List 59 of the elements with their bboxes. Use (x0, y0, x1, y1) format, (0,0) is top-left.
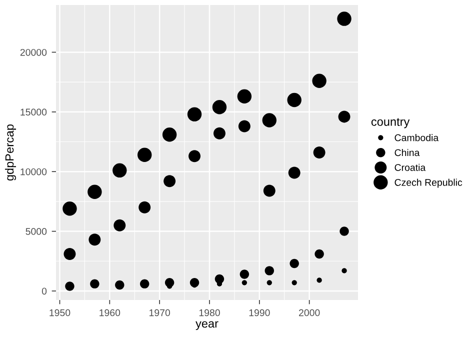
y-tick-label: 20000 (20, 48, 47, 56)
x-tick-label: 1980 (199, 309, 220, 316)
point (263, 184, 276, 197)
point (262, 113, 277, 128)
x-tick-label: 1960 (100, 309, 120, 316)
point (266, 280, 272, 286)
y-tick-label: 15000 (20, 108, 47, 116)
point (288, 166, 300, 179)
point (114, 219, 126, 232)
point (290, 258, 299, 268)
y-axis-title: gdpPercap (4, 124, 16, 181)
legend-label: Czech Republic (394, 178, 462, 188)
point (138, 201, 151, 214)
point (213, 127, 226, 140)
point (115, 280, 124, 290)
point (313, 146, 326, 158)
point (140, 279, 150, 288)
legend-label: Cambodia (394, 134, 439, 142)
point (338, 110, 350, 123)
point (88, 234, 101, 246)
point (190, 278, 200, 288)
point (337, 12, 352, 26)
x-tick-label: 2000 (299, 309, 320, 316)
point (188, 150, 201, 162)
point (162, 127, 177, 142)
point (314, 249, 324, 259)
y-tick-label: 5000 (26, 228, 47, 235)
legend-label: Croatia (394, 164, 426, 171)
y-tick-label: 10000 (20, 168, 47, 176)
point (164, 278, 174, 288)
point (287, 92, 302, 108)
point (312, 74, 326, 88)
point (214, 274, 224, 284)
y-tick-label: 0 (42, 288, 47, 295)
x-axis-title: year (196, 321, 218, 330)
point (342, 268, 347, 274)
point (64, 248, 76, 260)
point (164, 175, 176, 188)
point (112, 163, 127, 178)
point (242, 280, 248, 286)
point (62, 202, 77, 216)
point (264, 266, 274, 276)
point (340, 226, 349, 236)
point (137, 148, 152, 162)
point (240, 270, 250, 279)
x-tick-label: 1990 (249, 309, 270, 316)
x-tick-label: 1970 (150, 309, 170, 316)
point (238, 120, 250, 132)
point (316, 278, 322, 283)
point (212, 100, 227, 114)
x-tick-label: 1950 (50, 309, 70, 316)
legend-label: China (394, 148, 420, 156)
legend-title: country (371, 118, 410, 128)
point (237, 89, 252, 104)
point (292, 280, 297, 286)
point (187, 107, 202, 122)
point (88, 184, 102, 200)
point (90, 279, 100, 288)
point (65, 282, 74, 291)
